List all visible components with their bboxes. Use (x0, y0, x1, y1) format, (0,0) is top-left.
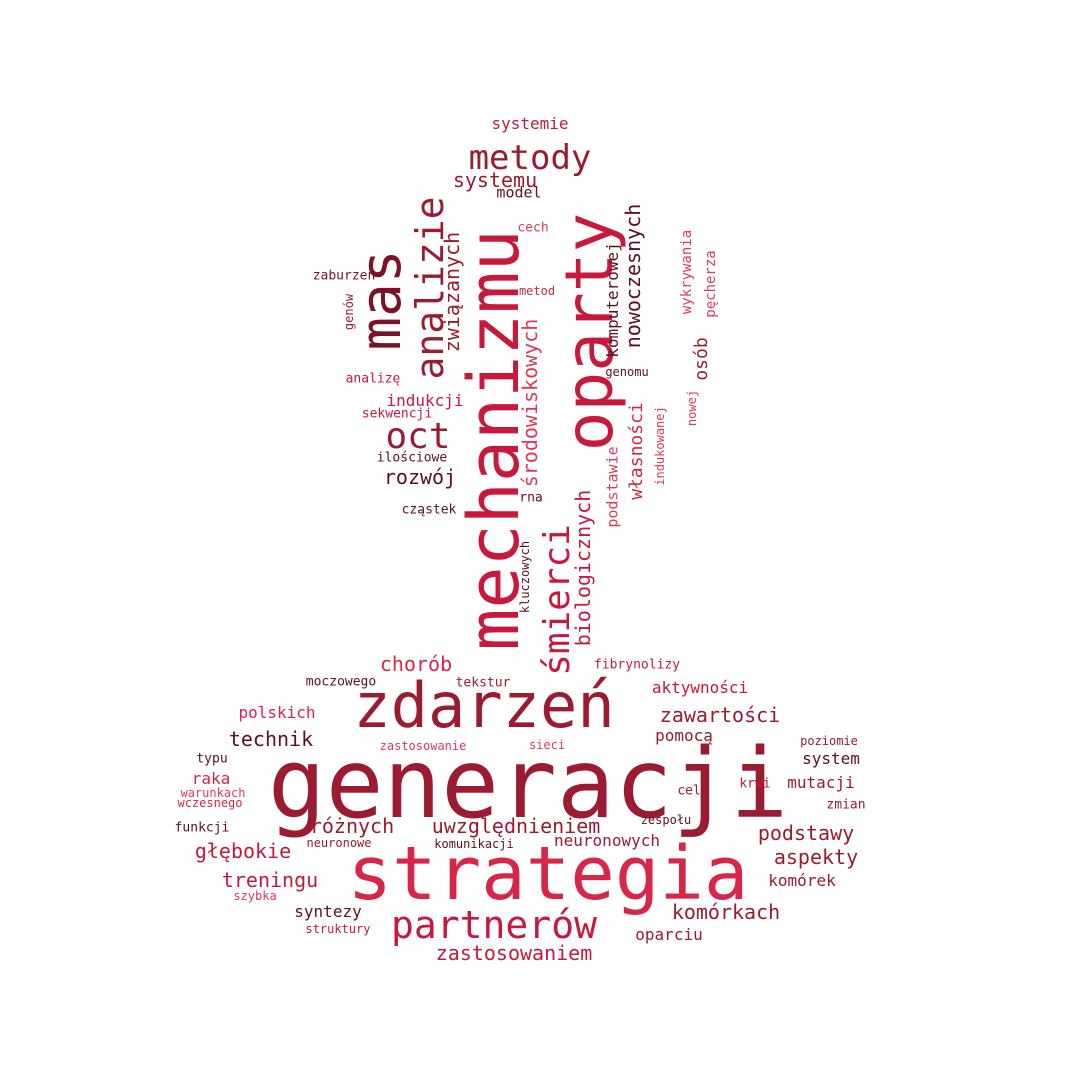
word-neuronowych: neuronowych (554, 831, 660, 850)
word-srodowiskowych: środowiskowych (518, 318, 542, 488)
word-aspekty: aspekty (773, 845, 859, 869)
word-pecherza: pęcherza (703, 250, 719, 318)
word-komunikacji: komunikacji (434, 837, 514, 851)
word-sekwencji: sekwencji (361, 406, 433, 422)
word-technik: technik (228, 727, 314, 751)
word-nowej: nowej (685, 389, 699, 427)
word-mas: mas (349, 249, 414, 351)
word-zwiazanych: związanych (440, 231, 464, 353)
word-aktywnosci: aktywności (651, 678, 749, 697)
word-wykrywania: wykrywania (679, 229, 695, 315)
word-pomoca: pomocą (655, 726, 713, 745)
word-zastosowanie: zastosowanie (379, 739, 467, 753)
word-systemie: systemie (491, 114, 569, 133)
word-genow: genów (342, 293, 356, 331)
word-indukcji: indukcji (386, 391, 464, 410)
word-chorob: chorób (379, 652, 453, 676)
word-szybka: szybka (233, 889, 277, 903)
word-zaburzen: zaburzeń (312, 268, 376, 284)
word-biologicznych: biologicznych (571, 489, 595, 647)
word-metody: metody (468, 138, 592, 178)
word-zespolu: zespołu (640, 813, 692, 827)
word-sieci: sieci (528, 738, 566, 752)
word-zdarzen: zdarzeń (353, 669, 615, 742)
word-wczesnego: wczesnego (177, 796, 243, 810)
word-strategia: strategia (347, 831, 749, 917)
word-poziomie: poziomie (800, 734, 858, 748)
word-podstawy: podstawy (757, 821, 855, 845)
word-nowoczesnych: nowoczesnych (621, 203, 645, 349)
word-mutacji: mutacji (787, 773, 855, 792)
word-tekstur: tekstur (455, 675, 511, 691)
word-czastek: cząstek (401, 502, 457, 518)
word-polskich: polskich (238, 703, 316, 722)
word-ilosciowe: ilościowe (376, 450, 448, 466)
word-kluczowych: kluczowych (518, 540, 532, 614)
word-metod: metod (518, 284, 556, 298)
word-raka: raka (191, 769, 231, 788)
word-oparciu: oparciu (635, 925, 703, 944)
word-system: system (802, 749, 860, 768)
word-indukowanej: indukowanej (653, 406, 667, 486)
word-komorkach: komórkach (671, 900, 781, 924)
word-krwi: krwi (739, 776, 771, 792)
word-treningu: treningu (221, 868, 319, 892)
word-zmian: zmian (826, 797, 866, 813)
word-glebokie: głębokie (194, 839, 292, 863)
word-zastosowaniem: zastosowaniem (435, 941, 593, 965)
word-generacji: generacji (267, 728, 789, 840)
word-typu: typu (196, 751, 228, 767)
word-uwzglednieniem: uwzględnieniem (431, 814, 601, 838)
word-podstawie: podstawie (603, 446, 622, 528)
word-celu: celu (677, 783, 709, 799)
word-funkcji: funkcji (174, 820, 230, 836)
word-osob: osób (691, 337, 712, 381)
word-oct: oct (385, 416, 451, 457)
word-model: model (496, 183, 542, 202)
word-wlasnosci: własności (626, 402, 647, 500)
word-moczowego: moczowego (305, 674, 377, 690)
word-komputerowej: komputerowej (603, 242, 622, 358)
word-partnerow: partnerów (391, 903, 597, 947)
word-warunkach: warunkach (180, 786, 246, 800)
word-komorek: komórek (768, 871, 836, 890)
word-rozwoj: rozwój (383, 465, 457, 489)
word-roznych: różnych (309, 814, 395, 838)
word-struktury: struktury (305, 922, 371, 936)
word-syntezy: syntezy (294, 902, 362, 921)
word-zawartosci: zawartości (659, 703, 781, 727)
word-analize: analizę (345, 371, 401, 387)
word-genomu: genomu (605, 365, 649, 379)
word-systemu: systemu (452, 168, 538, 192)
word-fibrynolizy: fibrynolizy (593, 657, 681, 673)
word-cech: cech (517, 220, 549, 236)
word-rna: rna (519, 490, 543, 506)
word-neuronowe: neuronowe (306, 836, 372, 850)
